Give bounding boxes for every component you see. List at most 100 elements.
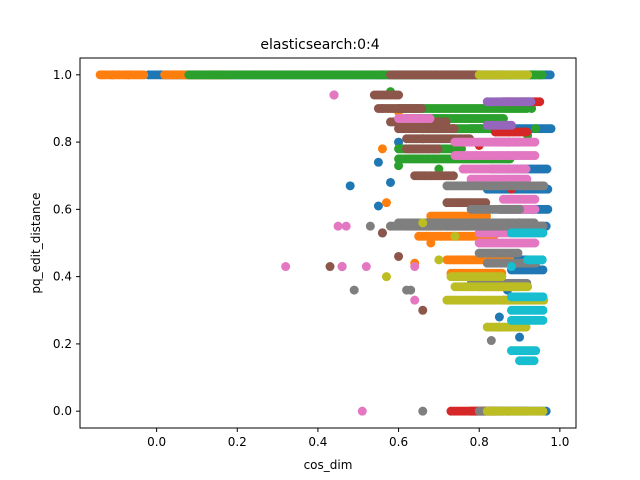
data-point <box>386 177 395 187</box>
data-point <box>373 157 383 167</box>
data-point <box>410 295 420 305</box>
data-point <box>418 218 428 228</box>
data-point <box>329 90 339 100</box>
data-point <box>410 262 420 272</box>
data-point <box>539 181 549 191</box>
data-point <box>337 262 347 272</box>
point-band <box>402 134 475 144</box>
series-7 <box>281 90 547 416</box>
data-point <box>521 164 531 174</box>
data-point <box>529 356 539 366</box>
data-point <box>537 70 547 80</box>
data-point <box>406 285 416 295</box>
point-band <box>426 211 491 221</box>
data-point <box>139 70 149 80</box>
data-point <box>433 144 443 154</box>
data-point <box>531 346 541 356</box>
data-point <box>529 218 539 228</box>
point-band <box>450 151 540 161</box>
point-band <box>506 305 548 315</box>
point-band <box>373 103 427 113</box>
data-point <box>538 292 548 302</box>
data-point <box>522 127 532 137</box>
data-point <box>537 255 547 265</box>
data-point <box>486 336 496 346</box>
x-axis: 0.0 0.2 0.4 0.6 0.8 1.0 <box>147 428 569 449</box>
data-point <box>535 97 545 107</box>
y-axis-label: pq_edit_distance <box>29 192 43 293</box>
point-band <box>474 238 540 248</box>
data-point <box>513 248 523 258</box>
point-band <box>474 248 523 258</box>
data-point <box>515 332 525 342</box>
x-axis-label: cos_dim <box>304 458 353 472</box>
point-band <box>474 70 533 80</box>
data-point <box>538 305 548 315</box>
data-point <box>515 204 525 214</box>
y-tick-label: 0.8 <box>53 135 72 149</box>
data-point <box>546 124 556 134</box>
y-tick-label: 0.6 <box>53 202 72 216</box>
point-band <box>95 70 149 80</box>
data-point <box>425 114 435 124</box>
data-point <box>538 315 548 325</box>
point-band <box>446 272 507 282</box>
data-point <box>449 124 459 134</box>
data-point <box>530 238 540 248</box>
point-band <box>515 356 539 366</box>
y-tick-label: 1.0 <box>53 68 72 82</box>
point-band <box>482 97 536 107</box>
data-point <box>530 137 540 147</box>
data-point <box>434 255 444 265</box>
point-band <box>394 114 435 124</box>
data-point <box>349 285 359 295</box>
y-tick-label: 0.2 <box>53 337 72 351</box>
x-tick-label: 0.2 <box>228 435 247 449</box>
data-point <box>418 305 428 315</box>
data-point <box>123 70 133 80</box>
data-point <box>542 164 552 174</box>
point-band <box>394 124 459 134</box>
data-point <box>441 117 451 127</box>
data-point <box>281 262 291 272</box>
data-point <box>527 103 537 113</box>
plot-frame <box>79 57 577 429</box>
data-point <box>526 97 536 107</box>
data-point <box>373 201 383 211</box>
point-band <box>523 255 547 265</box>
data-point <box>450 231 460 241</box>
point-band <box>490 127 532 137</box>
data-point <box>523 70 533 80</box>
data-point <box>543 204 553 214</box>
series-9 <box>381 70 549 416</box>
point-band <box>450 137 540 147</box>
series-10 <box>506 228 548 366</box>
data-point <box>381 198 391 208</box>
point-band <box>482 406 548 416</box>
x-tick-label: 0.4 <box>308 435 327 449</box>
data-point <box>530 204 540 214</box>
data-point <box>538 228 548 238</box>
data-point <box>506 120 516 130</box>
data-point <box>357 406 367 416</box>
data-point <box>426 238 436 248</box>
x-tick-label: 0.0 <box>147 435 166 449</box>
data-point <box>497 272 507 282</box>
data-point <box>345 181 355 191</box>
data-point <box>381 272 391 282</box>
data-point <box>448 171 458 181</box>
x-tick-label: 0.8 <box>470 435 489 449</box>
y-axis: 0.0 0.2 0.4 0.6 0.8 1.0 <box>53 68 80 418</box>
point-band <box>506 346 541 356</box>
data-point <box>481 211 491 221</box>
x-tick-label: 0.6 <box>389 435 408 449</box>
data-point <box>498 114 508 124</box>
data-point <box>394 161 404 171</box>
data-point <box>377 228 387 238</box>
point-band <box>402 144 443 154</box>
data-point <box>418 406 428 416</box>
x-tick-label: 1.0 <box>550 435 569 449</box>
data-point <box>530 151 540 161</box>
data-point <box>456 144 466 154</box>
